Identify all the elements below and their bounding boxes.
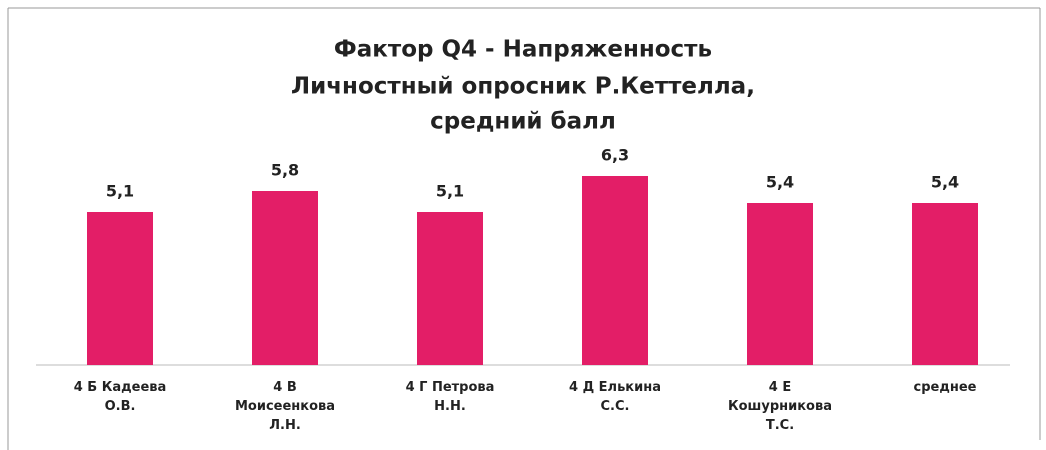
- bar: [582, 176, 648, 365]
- x-tick-label: среднее: [913, 380, 977, 395]
- data-label: 5,4: [766, 173, 794, 192]
- x-tick-label: 4 Б Кадеева О.В.: [73, 380, 167, 414]
- data-label: 5,1: [436, 182, 464, 201]
- data-label: 5,8: [271, 161, 299, 180]
- bar: [87, 212, 153, 365]
- bar: [252, 191, 318, 365]
- chart-title: Личностный опросник Р.Кеттелла,: [291, 74, 755, 100]
- x-tick-label: 4 Е Кошурникова Т.С.: [728, 380, 832, 433]
- x-tick-label: 4 Г Петрова Н.Н.: [405, 380, 495, 414]
- data-label: 5,1: [106, 182, 134, 201]
- x-tick-label: 4 Д Елькина С.С.: [569, 380, 661, 414]
- x-tick-label: 4 В Моисеенкова Л.Н.: [234, 380, 336, 433]
- bar: [417, 212, 483, 365]
- chart-title: средний балл: [430, 109, 616, 135]
- data-label: 5,4: [931, 173, 959, 192]
- bar: [747, 203, 813, 365]
- data-label: 6,3: [601, 146, 629, 165]
- chart-title: Фактор Q4 - Напряженность: [334, 37, 712, 63]
- bar: [912, 203, 978, 365]
